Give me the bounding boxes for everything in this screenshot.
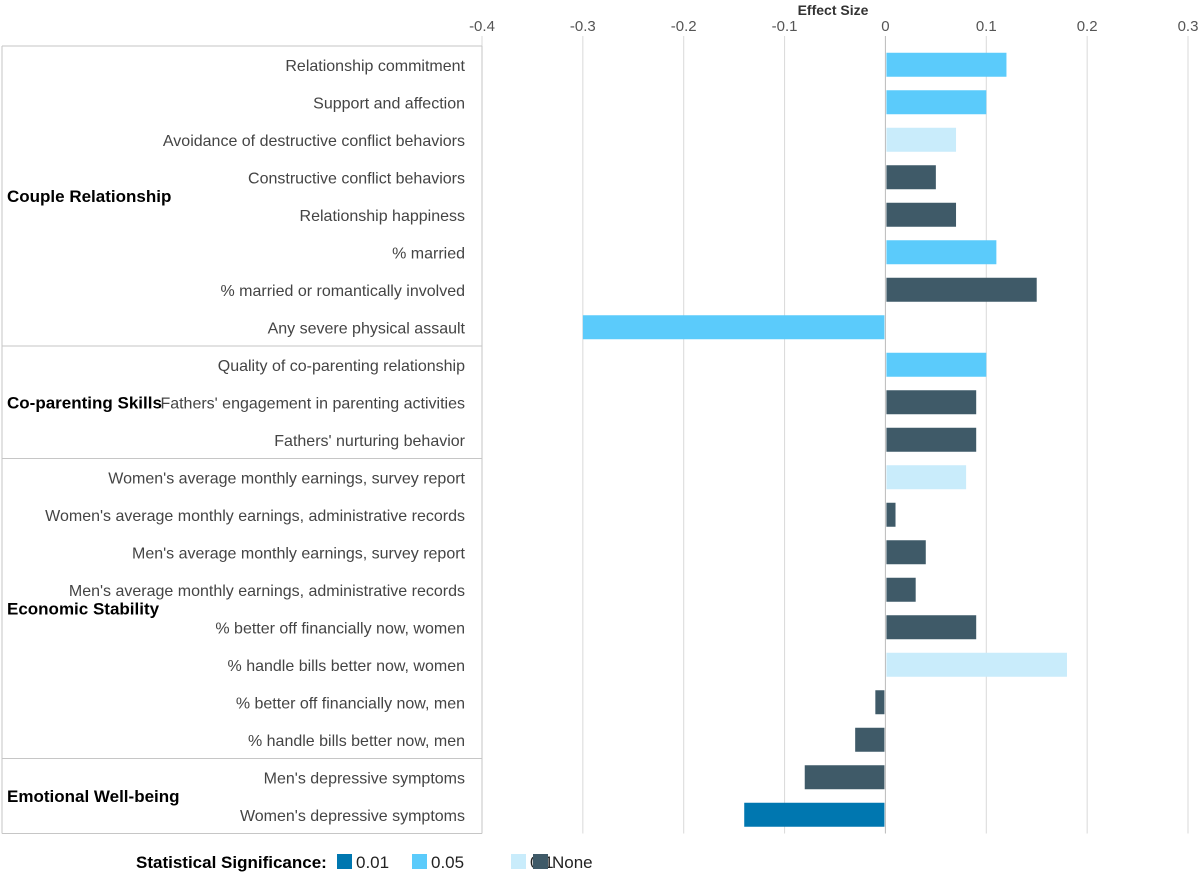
row-label: Women's average monthly earnings, survey…	[108, 470, 465, 487]
bar	[886, 90, 987, 115]
bars	[582, 52, 1067, 827]
axis-title: Effect Size	[798, 2, 869, 18]
row-label: Relationship commitment	[285, 58, 465, 75]
bar	[875, 690, 885, 715]
x-tick-label: -0.2	[671, 18, 697, 35]
row-label: Fathers' engagement in parenting activit…	[160, 395, 465, 412]
row-label: % better off financially now, men	[236, 695, 465, 712]
x-tick-label: -0.4	[469, 18, 495, 35]
x-tick-label: 0.3	[1178, 18, 1199, 35]
x-tick-label: 0.2	[1077, 18, 1098, 35]
bar	[886, 577, 916, 602]
legend-entry: 0.05	[431, 853, 464, 872]
bar	[886, 127, 957, 152]
x-tick-label: -0.1	[772, 18, 798, 35]
bar	[886, 202, 957, 227]
legend-swatch	[533, 854, 548, 869]
x-tick-label: -0.3	[570, 18, 596, 35]
bar	[886, 240, 997, 265]
group-label: Economic Stability	[7, 600, 160, 619]
group-label: Emotional Well-being	[7, 787, 180, 806]
row-label: Men's average monthly earnings, survey r…	[132, 545, 466, 562]
bar	[855, 727, 885, 752]
legend-title: Statistical Significance:	[136, 853, 327, 872]
x-tick-label: 0	[881, 18, 889, 35]
row-label: % handle bills better now, women	[228, 658, 465, 675]
group-labels: Couple Relationship Co-parenting Skills Ec…	[7, 187, 180, 806]
legend-swatch	[511, 854, 526, 869]
group-label: Couple Relationship	[7, 187, 171, 206]
bar	[886, 165, 936, 190]
group-label: Co-parenting Skills	[7, 393, 162, 412]
legend-entry: None	[552, 853, 593, 872]
row-label: % married	[392, 245, 465, 262]
row-label: Support and affection	[313, 95, 465, 112]
row-label: Any severe physical assault	[268, 320, 466, 337]
row-label: % better off financially now, women	[215, 620, 465, 637]
bar	[886, 465, 967, 490]
bar	[582, 315, 885, 340]
legend-swatch	[412, 854, 427, 869]
bar	[886, 540, 926, 565]
bar	[744, 802, 885, 827]
bar	[886, 277, 1037, 302]
row-label: Men's average monthly earnings, administ…	[69, 583, 465, 600]
row-labels: Relationship commitment Support and affec…	[45, 58, 466, 825]
category-frame	[1, 45, 483, 834]
row-label: Avoidance of destructive conflict behavi…	[163, 133, 465, 150]
x-tick-label: 0.1	[976, 18, 997, 35]
row-label: Constructive conflict behaviors	[248, 170, 465, 187]
bar	[886, 352, 987, 377]
bar	[886, 52, 1007, 77]
row-label: Women's depressive symptoms	[240, 808, 465, 825]
legend-swatch	[337, 854, 352, 869]
gridlines	[481, 36, 1189, 834]
legend-entry: 0.01	[356, 853, 389, 872]
row-label: % handle bills better now, men	[248, 733, 465, 750]
row-label: % married or romantically involved	[220, 283, 465, 300]
x-axis-ticks: -0.4 -0.3 -0.2 -0.1 0 0.1 0.2 0.3	[469, 18, 1198, 35]
row-label: Quality of co-parenting relationship	[218, 358, 465, 375]
bar	[886, 427, 977, 452]
row-label: Women's average monthly earnings, admini…	[45, 508, 465, 525]
legend: Statistical Significance: 0.010.050.1Non…	[136, 853, 593, 872]
row-label: Men's depressive symptoms	[264, 770, 465, 787]
bar	[886, 652, 1067, 677]
bar	[886, 390, 977, 415]
bar	[886, 502, 896, 527]
bar	[804, 765, 885, 790]
row-label: Fathers' nurturing behavior	[274, 433, 465, 450]
row-label: Relationship happiness	[300, 208, 465, 225]
bar	[886, 615, 977, 640]
